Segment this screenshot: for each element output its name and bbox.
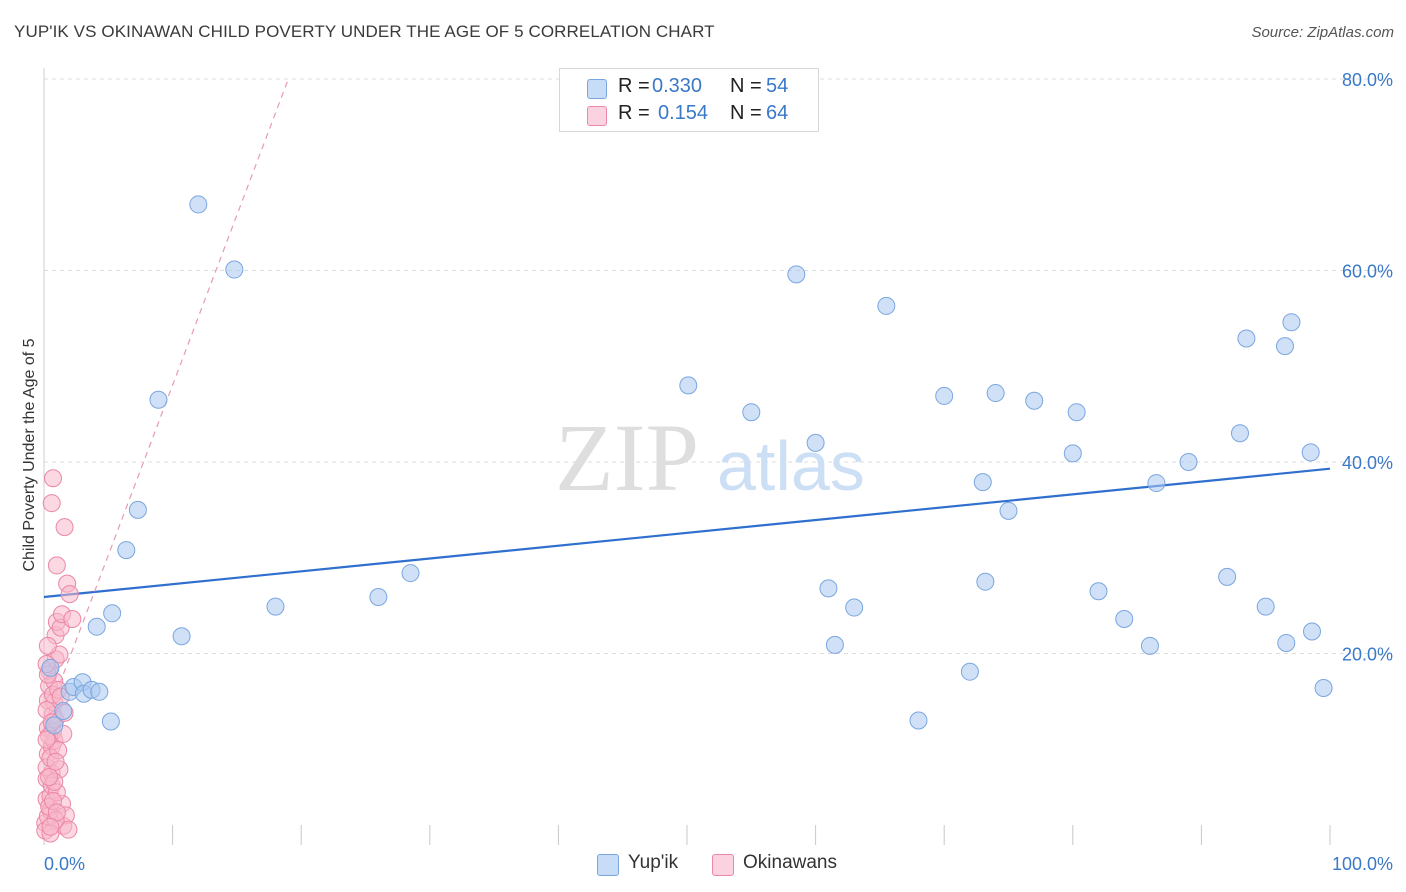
- data-point-yupik: [128, 500, 147, 519]
- data-point-yupik: [787, 265, 806, 284]
- source-credit: Source: ZipAtlas.com: [1251, 24, 1394, 41]
- tick-label-layer: 20.0% 40.0% 60.0% 80.0% 0.0% 100.0%: [44, 70, 1393, 874]
- data-point-yupik: [172, 627, 191, 646]
- data-point-yupik: [1218, 567, 1237, 586]
- data-point-okinawans: [47, 556, 66, 575]
- data-point-yupik: [1230, 424, 1249, 443]
- data-point-yupik: [877, 296, 896, 315]
- data-point-yupik: [1314, 678, 1333, 697]
- data-point-okinawans: [63, 610, 82, 629]
- y-tick-label: 60.0%: [1342, 262, 1393, 282]
- data-point-yupik: [806, 433, 825, 452]
- data-point-yupik: [1275, 337, 1294, 356]
- legend-swatch-yupik: [597, 854, 619, 876]
- data-point-yupik: [54, 701, 73, 720]
- data-point-yupik: [819, 579, 838, 598]
- data-point-yupik: [1067, 403, 1086, 422]
- data-point-yupik: [101, 712, 120, 731]
- n-value: 54: [766, 75, 789, 97]
- legend-label-yupik: Yup'ik: [628, 852, 679, 873]
- watermark-zip: ZIP: [555, 404, 699, 511]
- data-point-yupik: [825, 635, 844, 654]
- data-point-yupik: [909, 711, 928, 730]
- data-point-yupik: [1302, 622, 1321, 641]
- legend-label-okinawans: Okinawans: [743, 852, 837, 873]
- data-point-okinawans: [37, 730, 56, 749]
- r-label: R =: [618, 75, 650, 97]
- watermark: ZIP atlas: [555, 404, 865, 511]
- data-point-yupik: [369, 588, 388, 607]
- y-tick-label: 20.0%: [1342, 645, 1393, 665]
- legend-swatch-okinawans: [587, 106, 607, 126]
- data-point-yupik: [401, 564, 420, 583]
- n-label: N =: [730, 75, 762, 97]
- data-point-okinawans: [60, 585, 79, 604]
- data-point-yupik: [999, 501, 1018, 520]
- x-tick-label: 100.0%: [1332, 854, 1393, 874]
- r-value: 0.330: [652, 75, 703, 97]
- x-tick-label: 0.0%: [44, 854, 85, 874]
- chart-title: YUP'IK VS OKINAWAN CHILD POVERTY UNDER T…: [14, 22, 715, 41]
- data-point-yupik: [1115, 610, 1134, 629]
- r-label: R =: [618, 102, 650, 124]
- data-point-yupik: [845, 598, 864, 617]
- data-point-okinawans: [55, 518, 74, 537]
- data-point-okinawans: [46, 752, 65, 771]
- n-label: N =: [730, 102, 762, 124]
- data-point-yupik: [225, 260, 244, 279]
- data-point-yupik: [1063, 444, 1082, 463]
- correlation-legend: R = 0.330 N = 54 R = 0.154 N = 64: [559, 68, 819, 132]
- data-point-okinawans: [44, 469, 63, 488]
- data-point-yupik: [986, 384, 1005, 403]
- data-point-yupik: [149, 390, 168, 409]
- data-point-yupik: [1301, 443, 1320, 462]
- legend-swatch-okinawans: [712, 854, 734, 876]
- data-point-yupik: [117, 541, 136, 560]
- r-value: 0.154: [658, 102, 709, 124]
- y-tick-label: 80.0%: [1342, 70, 1393, 90]
- data-point-yupik: [1237, 329, 1256, 348]
- data-point-yupik: [1282, 313, 1301, 332]
- grid-layer: [44, 78, 1392, 654]
- data-point-yupik: [742, 403, 761, 422]
- data-point-yupik: [1256, 597, 1275, 616]
- data-point-okinawans: [42, 494, 61, 513]
- data-point-yupik: [1140, 636, 1159, 655]
- data-point-yupik: [960, 662, 979, 681]
- n-value: 64: [766, 102, 789, 124]
- data-point-yupik: [1277, 633, 1296, 652]
- data-point-okinawans: [40, 768, 59, 787]
- data-point-yupik: [266, 597, 285, 616]
- data-point-okinawans: [38, 636, 57, 655]
- data-point-okinawans: [41, 817, 60, 836]
- data-point-okinawans: [59, 820, 78, 839]
- data-point-yupik: [45, 716, 64, 735]
- data-point-yupik: [41, 658, 60, 677]
- trendline-yupik: [43, 467, 1331, 599]
- trendline-layer: [43, 78, 1331, 726]
- data-point-yupik: [1025, 391, 1044, 410]
- data-point-yupik: [976, 572, 995, 591]
- data-point-yupik: [679, 376, 698, 395]
- y-tick-label: 40.0%: [1342, 453, 1393, 473]
- legend-swatch-yupik: [587, 79, 607, 99]
- data-point-yupik: [1179, 453, 1198, 471]
- data-point-yupik: [90, 682, 109, 701]
- data-point-yupik: [1089, 582, 1108, 601]
- data-point-yupik: [1147, 474, 1166, 493]
- points-layer: [36, 195, 1333, 843]
- data-point-yupik: [973, 473, 992, 492]
- watermark-atlas: atlas: [717, 427, 865, 505]
- data-point-yupik: [935, 386, 954, 405]
- data-point-yupik: [189, 195, 208, 214]
- data-point-yupik: [87, 617, 106, 636]
- data-point-yupik: [103, 604, 122, 623]
